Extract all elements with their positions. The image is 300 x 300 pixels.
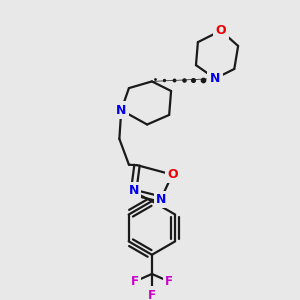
- Text: O: O: [167, 168, 178, 181]
- Text: N: N: [156, 193, 166, 206]
- Text: N: N: [116, 103, 127, 117]
- Text: F: F: [165, 275, 173, 288]
- Text: F: F: [148, 289, 156, 300]
- Text: N: N: [210, 72, 220, 85]
- Text: N: N: [128, 184, 139, 197]
- Text: F: F: [131, 275, 139, 288]
- Text: O: O: [216, 24, 226, 37]
